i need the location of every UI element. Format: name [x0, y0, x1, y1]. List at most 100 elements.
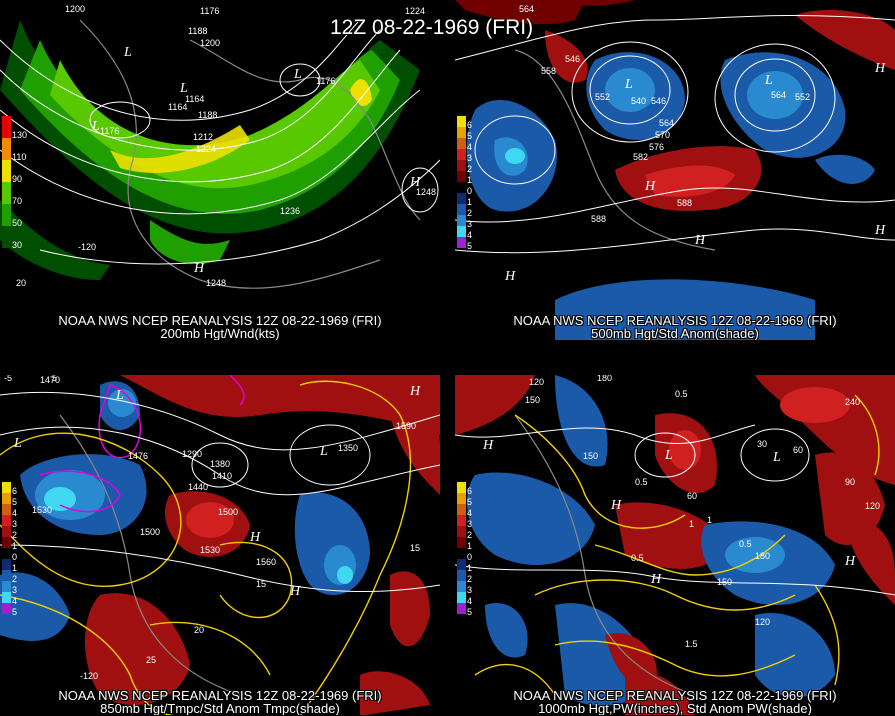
contour-label: 1200 — [200, 38, 220, 48]
low-marker: L — [293, 67, 302, 82]
contour-label: 1236 — [280, 206, 300, 216]
contour-label: 1248 — [206, 278, 226, 288]
legend-swatch — [2, 504, 11, 515]
panel-caption: NOAA NWS NCEP REANALYSIS 12Z 08-22-1969 … — [513, 313, 837, 328]
legend-swatch — [457, 237, 466, 248]
low-marker: L — [91, 119, 100, 134]
contour-label: 1212 — [193, 132, 213, 142]
legend-label: 4 — [467, 142, 473, 152]
contour-label: 558 — [541, 66, 556, 76]
contour-label: -5 — [4, 375, 12, 383]
legend-swatch — [2, 515, 11, 526]
high-marker: H — [610, 498, 622, 513]
contour-label: 576 — [649, 142, 664, 152]
panel-subcaption: 850mb Hgt/Tmpc/Std Anom Tmpc(shade) — [100, 701, 340, 716]
legend-label: 6 — [467, 486, 473, 496]
low-marker: L — [772, 450, 781, 465]
legend-label: 1 — [12, 563, 18, 573]
legend-swatch — [457, 603, 466, 614]
contour-label: 570 — [655, 130, 670, 140]
high-marker: H — [289, 584, 301, 599]
legend-swatch — [457, 548, 466, 559]
contour-label: 552 — [595, 92, 610, 102]
contour-label: 60 — [793, 445, 803, 455]
contour-label: 552 — [795, 92, 810, 102]
contour-label: 540 — [631, 96, 646, 106]
contour-label: 1248 — [416, 187, 436, 197]
legend-swatch — [457, 160, 466, 171]
map-1000mb: 120 150 180 150 60 0.5 0.5 1 1.5 180 150… — [455, 375, 895, 715]
low-marker: L — [624, 77, 633, 92]
contour-label: 0.5 — [675, 389, 688, 399]
legend-label: 90 — [12, 174, 23, 184]
legend-swatch — [2, 581, 11, 592]
legend-label: 70 — [12, 196, 23, 206]
legend-label: 5 — [12, 607, 18, 617]
color-legend: 6 5 4 3 2 1 0 1 2 3 4 5 — [0, 482, 30, 622]
contour-label: 1.5 — [685, 639, 698, 649]
panel-1000mb: 120 150 180 150 60 0.5 0.5 1 1.5 180 150… — [455, 375, 895, 715]
high-marker: H — [504, 269, 516, 284]
contour-label: 1470 — [40, 375, 60, 385]
legend-swatch — [2, 204, 11, 226]
color-legend: 6 5 4 3 2 1 0 1 2 3 4 5 — [455, 116, 485, 256]
legend-swatch — [457, 149, 466, 160]
contour-label: 1380 — [210, 459, 230, 469]
contour-label: 30 — [757, 439, 767, 449]
contour-label: 150 — [525, 395, 540, 405]
legend-swatch — [2, 603, 11, 614]
legend-label: 4 — [467, 596, 473, 606]
legend-swatch — [2, 537, 11, 548]
map-850mb: 1470 1476 1440 1500 1530 1500 1560 1530 … — [0, 375, 440, 715]
legend-swatch — [2, 570, 11, 581]
contour-label: 1164 — [168, 102, 187, 112]
legend-label: 2 — [467, 164, 473, 174]
legend-swatch — [2, 548, 11, 559]
legend-swatch — [2, 526, 11, 537]
contour-label: 564 — [771, 90, 786, 100]
contour-label: 582 — [633, 152, 648, 162]
panel-subcaption: 1000mb Hgt,PW(inches), Std Anom PW(shade… — [538, 701, 812, 716]
legend-swatch — [457, 570, 466, 581]
low-marker: L — [179, 81, 188, 96]
contour-label: 120 — [529, 377, 544, 387]
contour-label: 15 — [410, 543, 420, 553]
legend-label: 5 — [467, 131, 473, 141]
contour-label: 1164 — [185, 94, 204, 104]
legend-swatch — [457, 581, 466, 592]
contour-label: 1440 — [188, 482, 208, 492]
contour-label: 1176 — [100, 126, 119, 136]
contour-label: 180 — [755, 551, 770, 561]
legend-swatch — [457, 537, 466, 548]
low-marker: L — [319, 444, 328, 459]
legend-label: 3 — [12, 585, 18, 595]
legend-swatch — [2, 138, 11, 160]
legend-swatch — [2, 559, 11, 570]
page-title: 12Z 08-22-1969 (FRI) — [330, 16, 534, 39]
contour-label: 1476 — [128, 451, 148, 461]
legend-swatch — [457, 116, 466, 127]
legend-label: 5 — [467, 241, 473, 251]
contour-label: 1410 — [212, 471, 232, 481]
legend-label: 1 — [467, 175, 473, 185]
contour-label: 0.5 — [631, 553, 644, 563]
legend-swatch — [457, 215, 466, 226]
panel-500mb: 564 546 558 552 540 546 564 570 576 582 … — [455, 0, 895, 340]
high-marker: H — [694, 233, 706, 248]
contour-label: 60 — [687, 491, 697, 501]
contour-label: 5 — [52, 375, 57, 383]
high-marker: H — [874, 223, 886, 238]
legend-label: 0 — [467, 186, 473, 196]
high-marker: H — [409, 384, 421, 399]
legend-swatch — [457, 592, 466, 603]
legend-swatch — [2, 226, 11, 248]
panel-caption: NOAA NWS NCEP REANALYSIS 12Z 08-22-1969 … — [58, 688, 382, 703]
contour-label: 1200 — [65, 4, 85, 14]
legend-swatch — [457, 182, 466, 193]
legend-swatch — [2, 160, 11, 182]
contour-label: 15 — [256, 579, 266, 589]
legend-swatch — [2, 592, 11, 603]
legend-label: 3 — [467, 585, 473, 595]
panel-850mb: 1470 1476 1440 1500 1530 1500 1560 1530 … — [0, 375, 440, 715]
contour-label: 1350 — [338, 443, 358, 453]
